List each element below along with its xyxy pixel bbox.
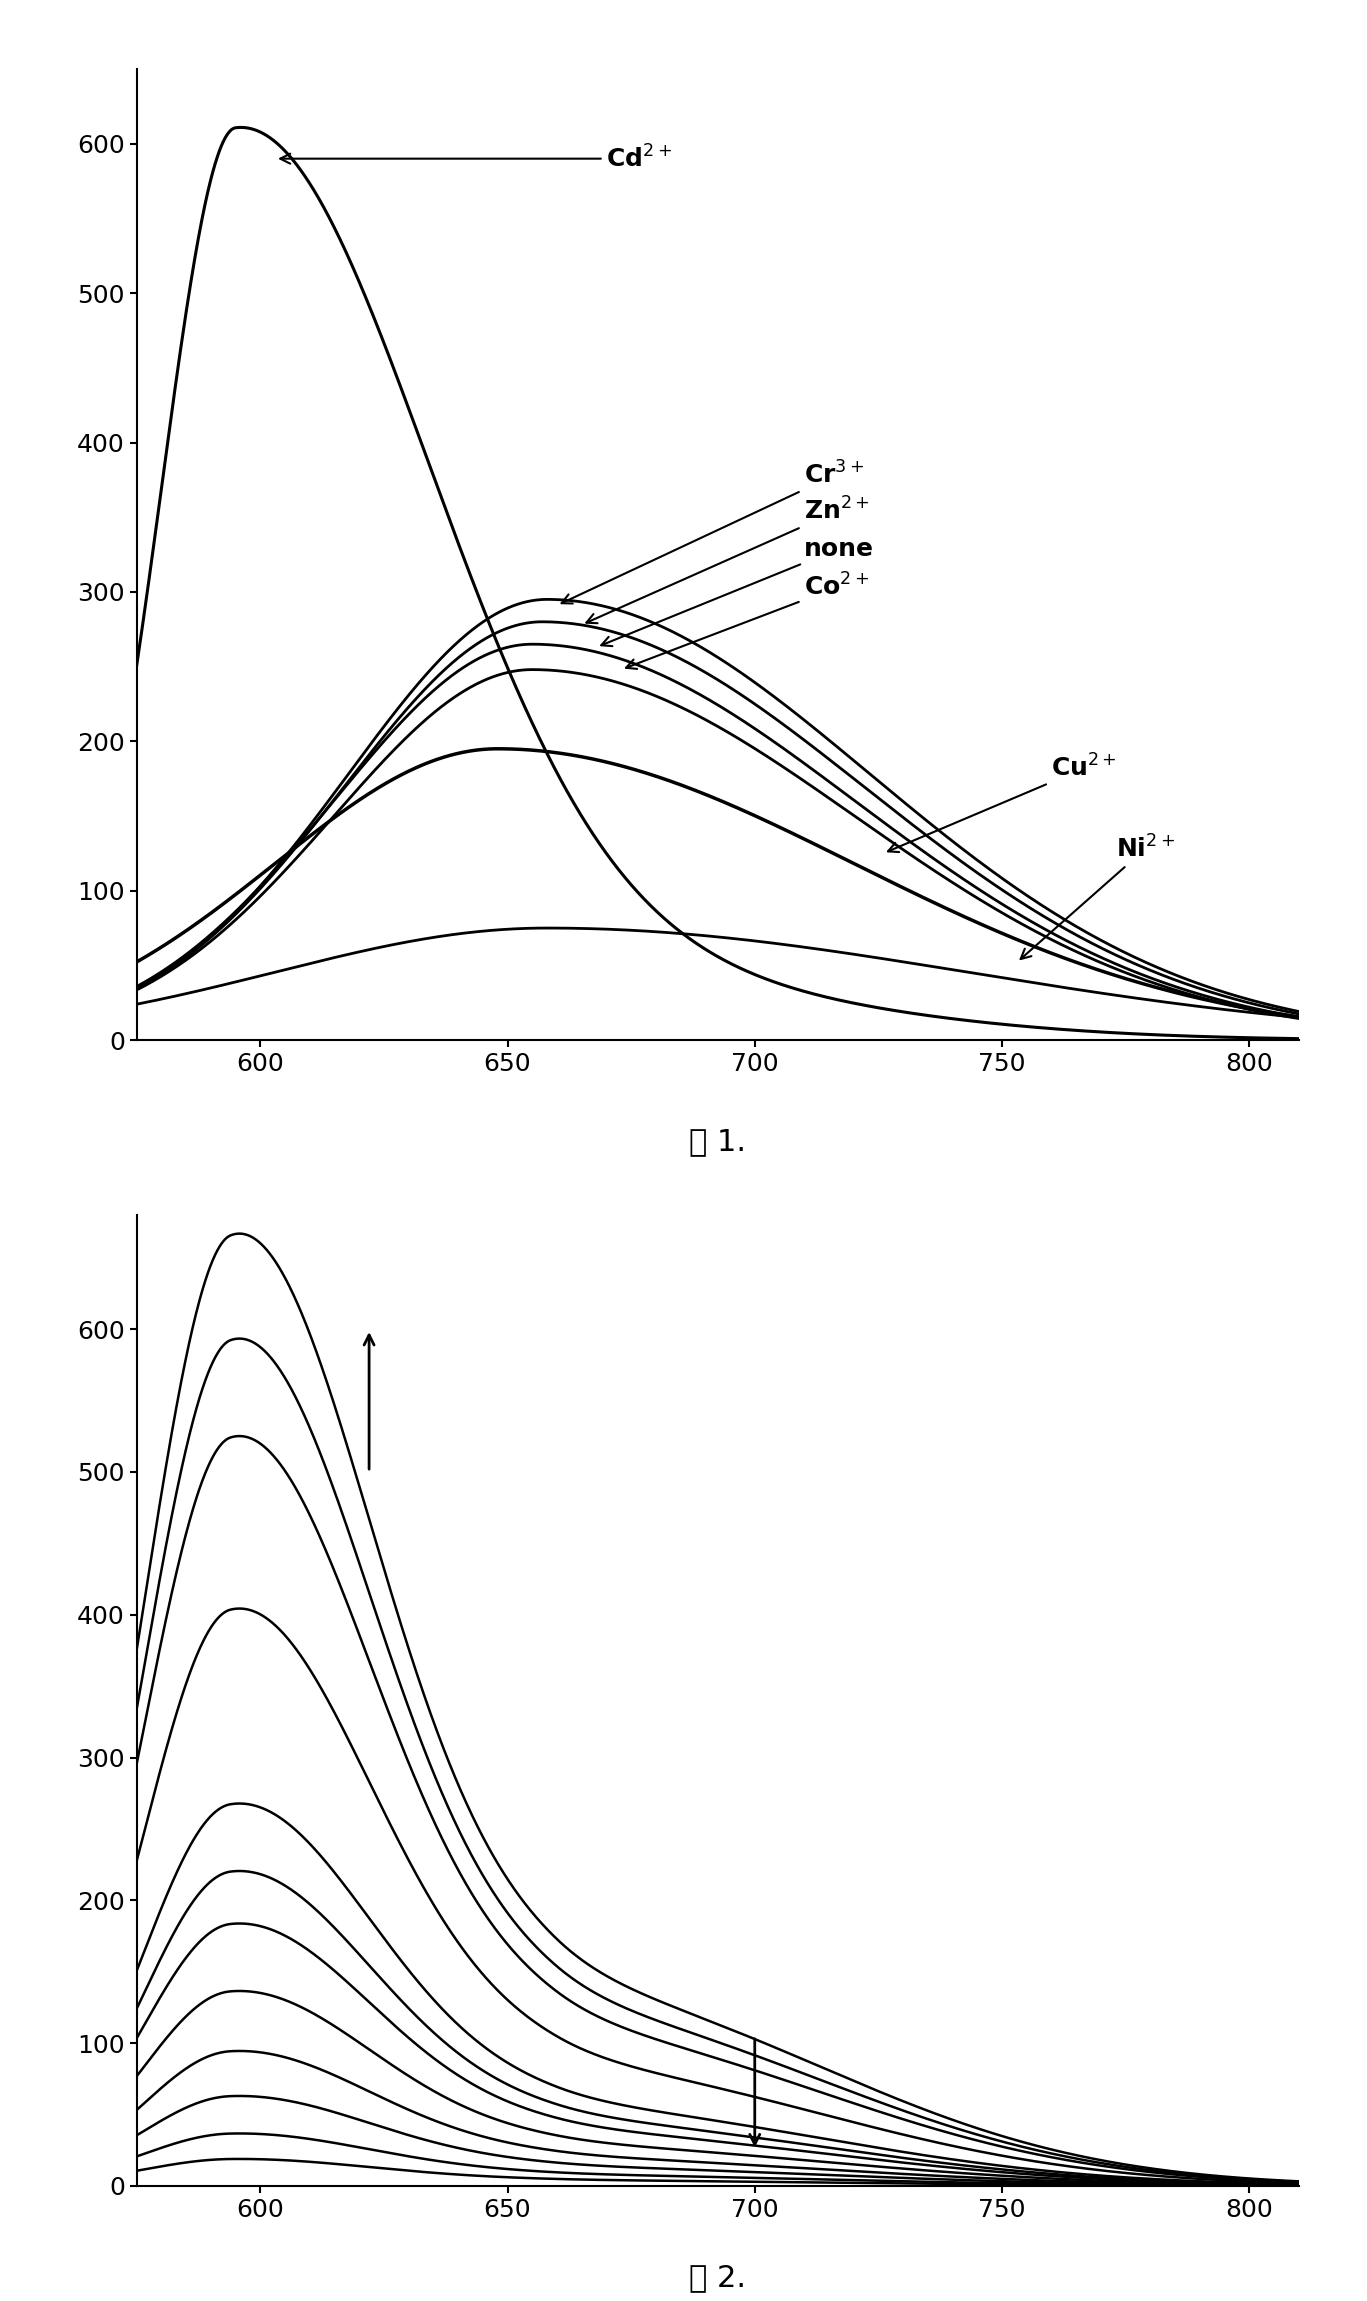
Text: 图 2.: 图 2. — [689, 2264, 746, 2292]
Text: Ni$^{2+}$: Ni$^{2+}$ — [1021, 835, 1174, 960]
Text: Cd$^{2+}$: Cd$^{2+}$ — [280, 145, 673, 173]
Text: Zn$^{2+}$: Zn$^{2+}$ — [586, 497, 869, 624]
Text: Cu$^{2+}$: Cu$^{2+}$ — [889, 755, 1117, 851]
Text: Cr$^{3+}$: Cr$^{3+}$ — [562, 463, 864, 603]
Text: Co$^{2+}$: Co$^{2+}$ — [626, 573, 869, 670]
Text: 图 1.: 图 1. — [689, 1127, 746, 1157]
Text: none: none — [601, 536, 875, 647]
